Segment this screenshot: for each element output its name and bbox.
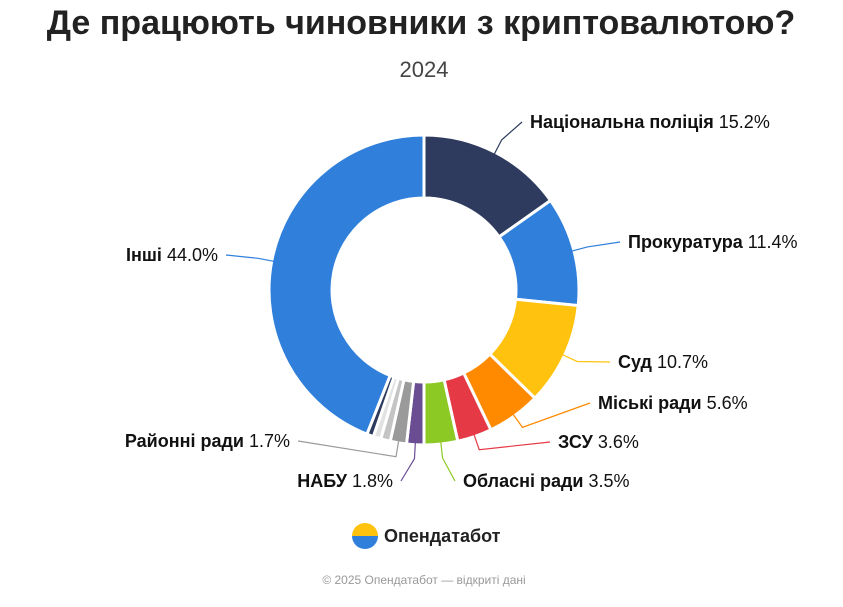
category-label: НАБУ bbox=[297, 471, 347, 491]
category-label: ЗСУ bbox=[558, 432, 594, 452]
value-label: 11.4% bbox=[748, 232, 798, 252]
data-label: ЗСУ 3.6% bbox=[558, 432, 639, 452]
category-label: Суд bbox=[618, 352, 653, 372]
data-label: Міські ради 5.6% bbox=[598, 393, 748, 413]
category-label: Районні ради bbox=[125, 431, 244, 451]
brand-name: Опендатабот bbox=[384, 526, 501, 546]
leader-line bbox=[225, 254, 276, 263]
chart-title: Де працюють чиновники з криптовалютою? bbox=[47, 4, 795, 42]
value-label: 1.7% bbox=[249, 431, 290, 451]
leader-line bbox=[472, 432, 551, 451]
value-label: 15.2% bbox=[719, 112, 770, 132]
donut bbox=[267, 133, 581, 447]
value-label: 1.8% bbox=[352, 471, 393, 491]
brand-logo bbox=[352, 523, 378, 549]
data-label: Інші 44.0% bbox=[126, 245, 218, 265]
leader-line bbox=[560, 353, 611, 363]
data-label: Прокуратура 11.4% bbox=[628, 232, 797, 252]
data-label: Обласні ради 3.5% bbox=[463, 471, 630, 491]
data-label: Національна поліція 15.2% bbox=[530, 112, 770, 132]
value-label: 3.5% bbox=[589, 471, 630, 491]
data-label: Районні ради 1.7% bbox=[125, 431, 290, 451]
leader-line bbox=[439, 440, 456, 482]
data-label: НАБУ 1.8% bbox=[297, 471, 393, 491]
leader-line bbox=[400, 440, 417, 482]
value-label: 10.7% bbox=[657, 352, 708, 372]
category-label: Міські ради bbox=[598, 393, 702, 413]
category-label: Обласні ради bbox=[463, 471, 584, 491]
footer: © 2025 Опендатабот — відкриті дані bbox=[322, 573, 525, 587]
value-label: 44.0% bbox=[167, 245, 218, 265]
leader-line bbox=[297, 438, 400, 458]
category-label: Прокуратура bbox=[628, 232, 744, 252]
leader-line bbox=[511, 402, 591, 429]
category-label: Національна поліція bbox=[530, 112, 714, 132]
category-label: Інші bbox=[126, 245, 162, 265]
value-label: 3.6% bbox=[598, 432, 639, 452]
leader-line bbox=[569, 241, 621, 253]
data-label: Суд 10.7% bbox=[618, 352, 708, 372]
chart-subtitle: 2024 bbox=[400, 57, 449, 82]
leader-line bbox=[492, 121, 523, 157]
value-label: 5.6% bbox=[707, 393, 748, 413]
donut-slice bbox=[267, 133, 426, 436]
